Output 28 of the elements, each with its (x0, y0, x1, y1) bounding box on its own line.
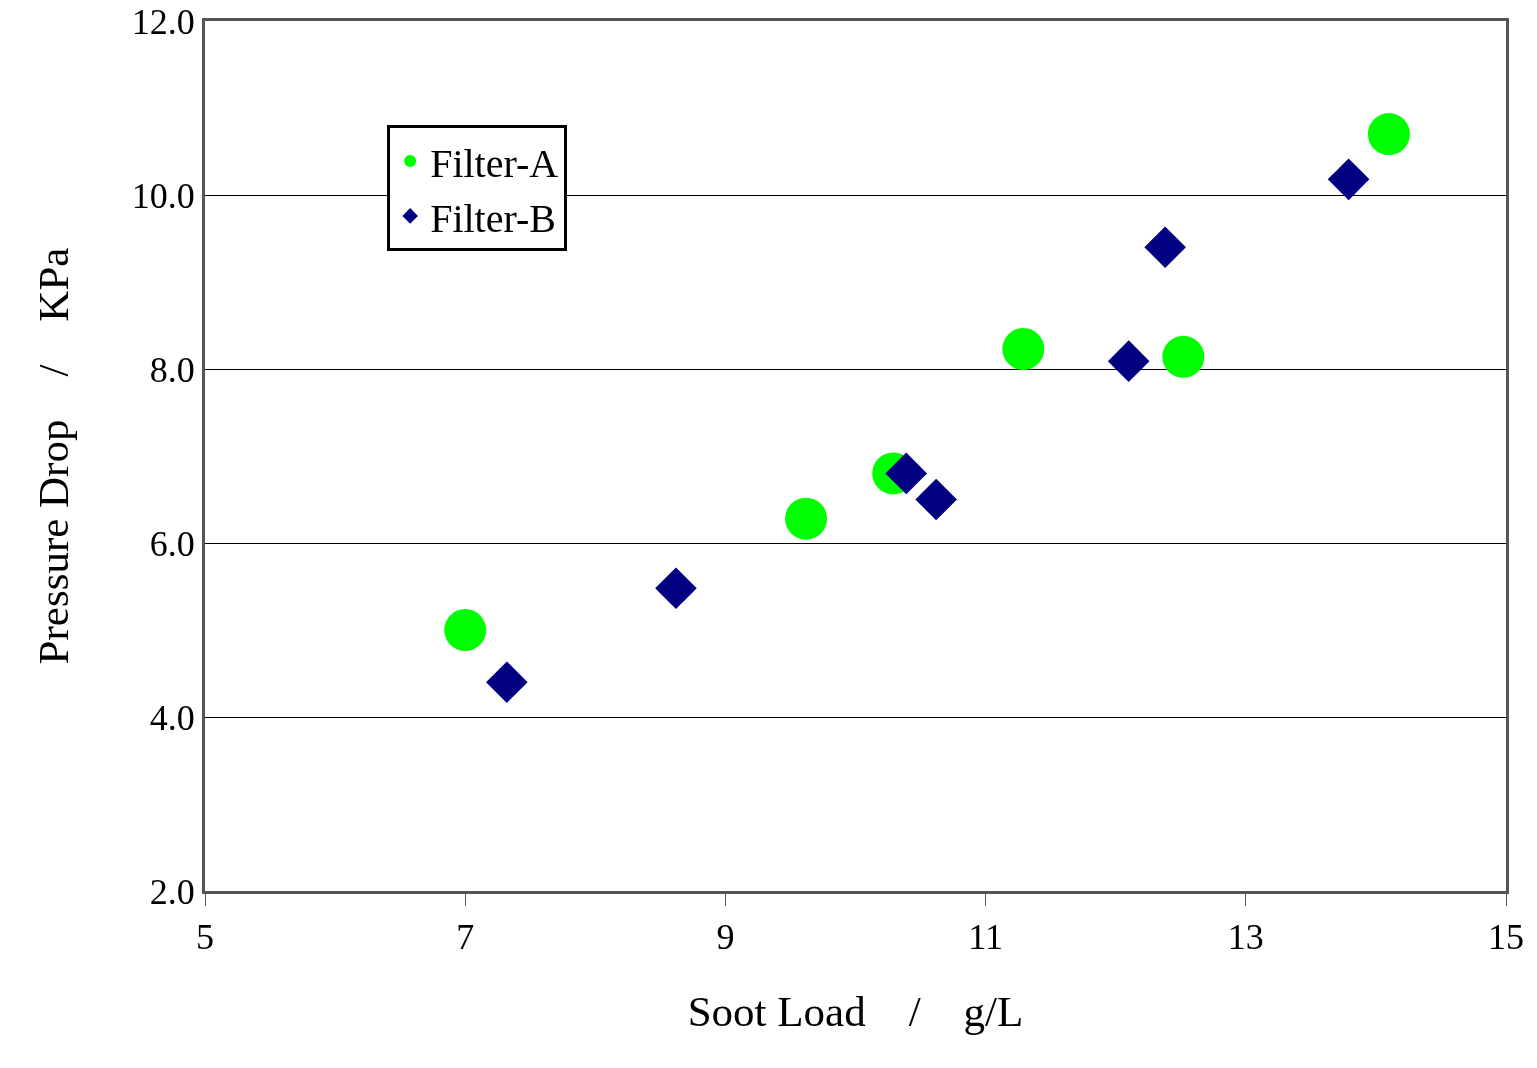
y-tick-label: 12.0 (131, 1, 195, 42)
point (1162, 335, 1205, 378)
point (1002, 327, 1045, 370)
point (655, 567, 697, 610)
y-tick-label: 4.0 (149, 697, 195, 738)
point (915, 478, 957, 521)
y-tick-label: 6.0 (149, 523, 195, 564)
point (1144, 226, 1186, 268)
x-axis-title: Soot Load / g/L (687, 987, 1024, 1035)
legend-label: Filter-A (430, 140, 559, 186)
x-tick-label: 7 (456, 917, 475, 958)
x-tick-label: 11 (968, 917, 1003, 958)
legend-label: Filter-B (430, 195, 556, 241)
point (1327, 158, 1370, 201)
point (444, 609, 487, 651)
y-tick-label: 10.0 (131, 175, 195, 216)
point (885, 452, 928, 495)
y-tick-label: 8.0 (149, 349, 195, 390)
y-tick-label: 2.0 (149, 871, 195, 912)
y-axis-title: Pressure Drop / KPa (30, 247, 78, 665)
point (486, 661, 528, 703)
x-tick-label: 15 (1488, 917, 1524, 958)
x-tick-label: 9 (716, 917, 735, 958)
point (1107, 340, 1150, 382)
x-tick-label: 13 (1227, 917, 1264, 958)
point (785, 497, 828, 540)
x-tick-label: 5 (196, 917, 214, 958)
point (1367, 113, 1410, 156)
